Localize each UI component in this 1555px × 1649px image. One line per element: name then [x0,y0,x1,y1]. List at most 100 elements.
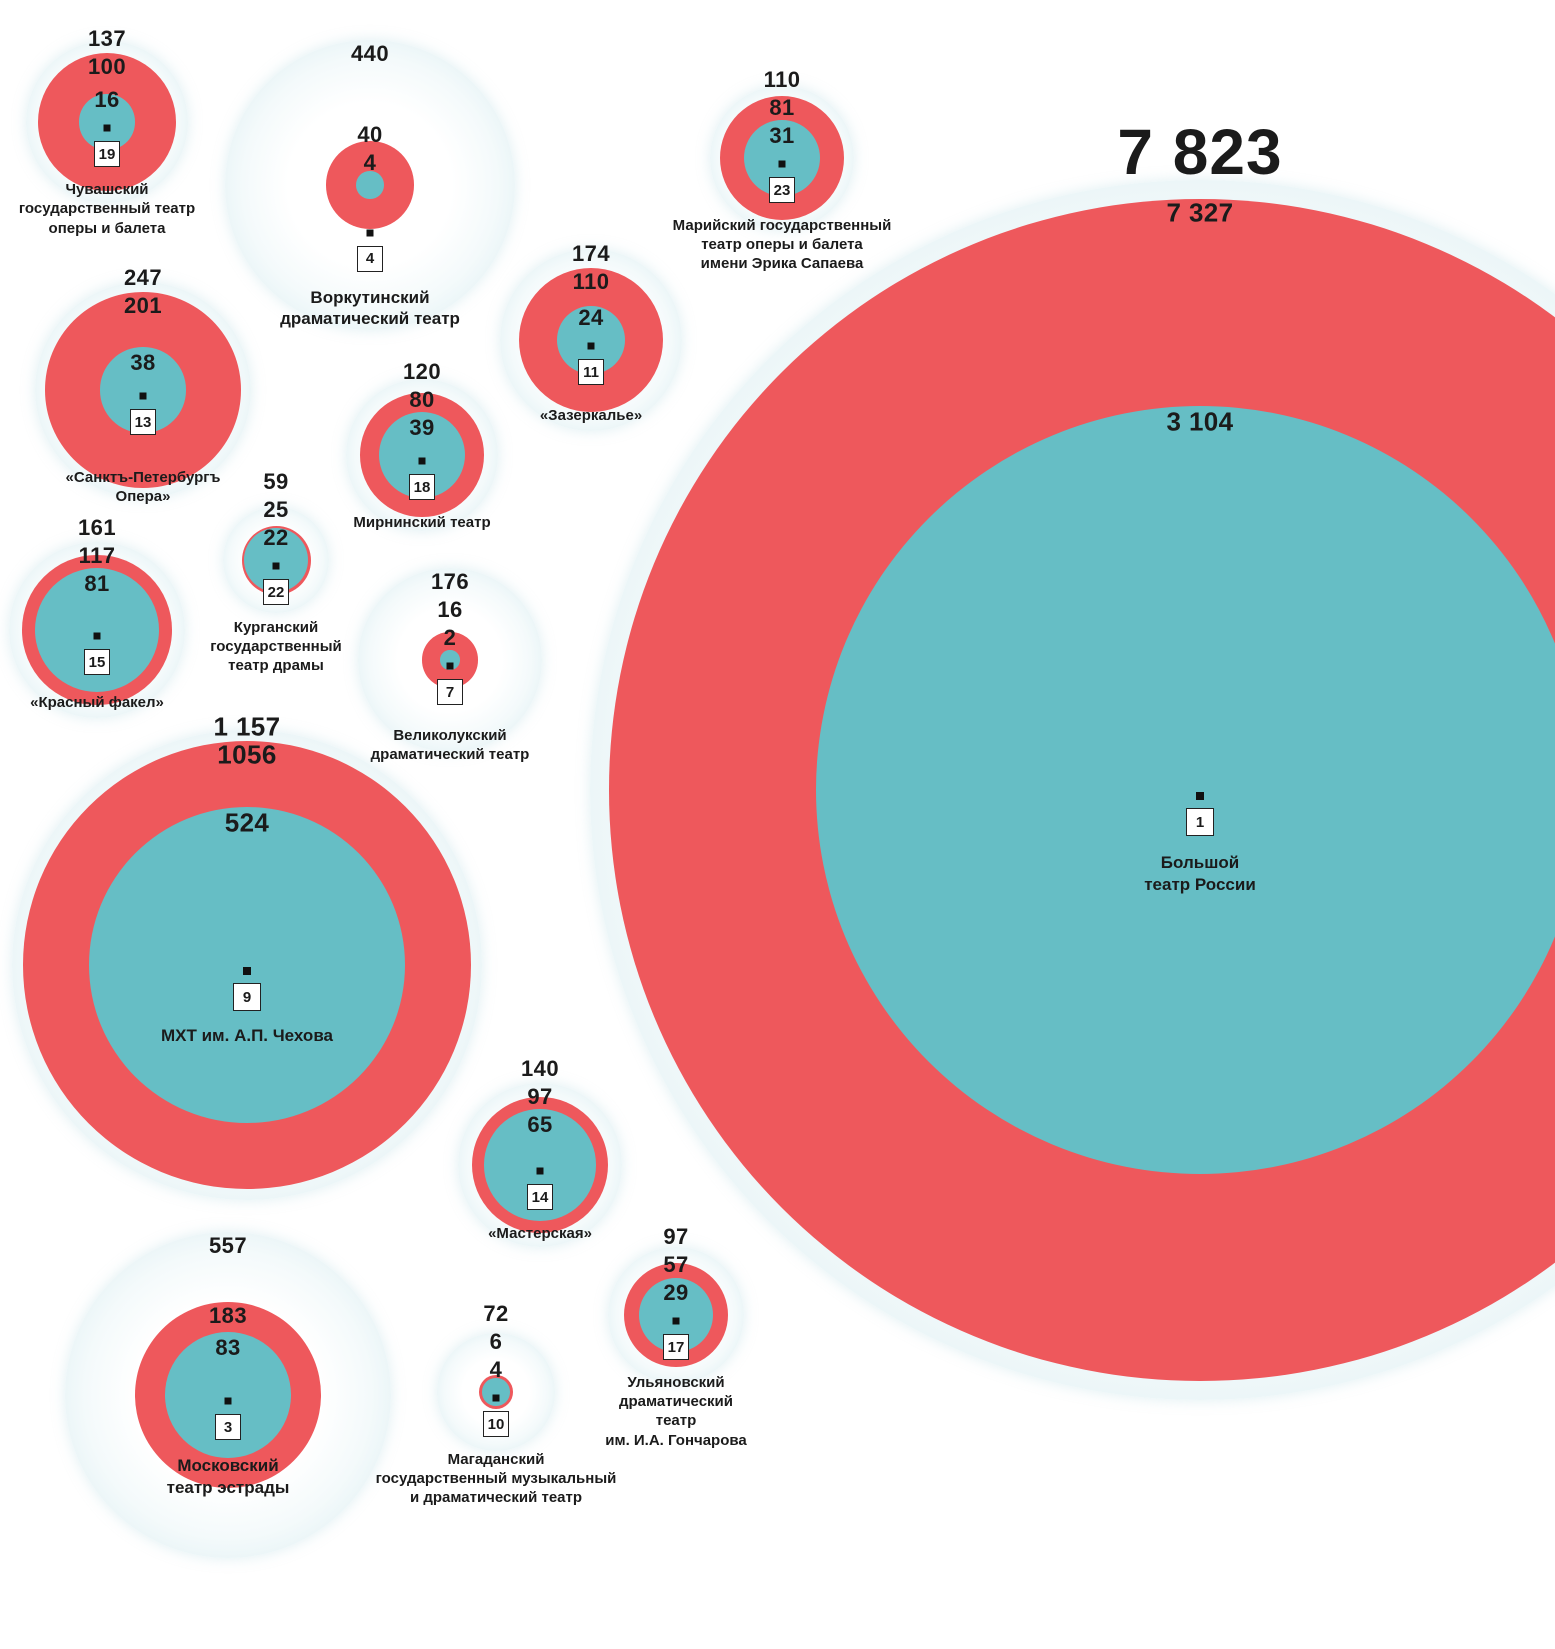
value-mid: 6 [489,1329,503,1354]
value-outer: 161 [78,514,116,540]
theater-label: «Зазеркалье» [540,406,642,425]
theater-label-line: оперы и балета [48,219,166,237]
marker-dot [224,1397,232,1405]
rank-box: 17 [663,1334,689,1360]
bubble-inner-circle [440,650,460,670]
value-mid: 25 [263,497,289,522]
rank-box: 11 [578,359,604,385]
value-inner: 29 [663,1280,689,1305]
theater-label-line: театр оперы и балета [701,236,863,254]
theater-label-line: Великолукский [393,726,507,744]
value-mid: 100 [88,54,126,79]
value-outer: 247 [124,265,162,291]
marker-dot [1196,792,1204,800]
value-outer: 440 [351,41,389,67]
value-inner: 524 [224,807,270,838]
value-outer: 140 [521,1056,559,1082]
rank-box: 7 [437,679,463,705]
marker-dot [243,967,251,975]
marker-dot [272,562,280,570]
theater-label-line: и драматический театр [409,1489,583,1507]
marker-dot [139,392,147,400]
theater-label-line: драматический театр [370,746,530,764]
value-mid: 117 [78,542,116,568]
theater-label-line: государственный театр [18,200,196,218]
bubble-inner-circle [89,807,405,1123]
bubble-inner-circle [79,94,135,150]
value-inner: 31 [769,122,795,148]
rank-box: 9 [233,983,261,1011]
value-mid: 97 [527,1084,553,1110]
value-outer: 110 [763,66,801,92]
theater-label: Московский театр эстрады [167,1455,290,1499]
rank-box: 4 [357,245,383,272]
value-mid: 7 327 [1166,197,1234,228]
value-inner: 4 [489,1357,503,1382]
value-inner: 65 [527,1112,553,1138]
value-inner: 16 [94,87,120,112]
theater-label-line: Чувашский [65,181,149,199]
theater-label-line: драматический театр [280,309,460,329]
theater-label-line: драматический [619,1393,733,1411]
value-mid: 1056 [217,739,277,770]
theater-label-line: «Санктъ-Петербургъ [65,469,221,487]
theater-label-line: театр [655,1412,697,1430]
value-outer: 1 157 [213,711,281,742]
theater-label: «Мастерская» [488,1224,592,1243]
theater-label-line: «Красный факел» [30,694,164,712]
value-outer: 120 [403,358,441,384]
value-mid: 201 [124,293,162,319]
value-mid: 57 [663,1252,689,1277]
rank-box: 23 [769,177,795,203]
marker-dot [366,229,374,237]
theater-label-line: «Мастерская» [488,1224,592,1242]
marker-dot [418,457,426,465]
value-outer: 7 823 [1117,115,1283,188]
marker-dot [492,1394,500,1402]
theater-label-line: МХТ им. А.П. Чехова [160,1026,334,1045]
marker-dot [536,1167,544,1175]
theater-label-line: «Зазеркалье» [539,406,643,424]
value-outer: 137 [88,26,126,51]
bubble-inner-circle [356,171,384,199]
value-inner: 83 [215,1335,241,1361]
value-inner: 4 [363,150,377,175]
value-inner: 38 [130,350,156,376]
theater-label-line: Ульяновский [627,1374,725,1391]
marker-dot [93,632,101,640]
theater-label-line: Мирнинский театр [353,514,491,531]
theater-label-line: Курганский [233,619,319,636]
theater-label: Магаданский государственный музыкальный и … [376,1450,617,1508]
theater-label: МХТ им. А.П. Чехова [161,1025,333,1047]
value-outer: 557 [209,1233,247,1259]
theater-label-line: имени Эрика Сапаева [700,255,864,273]
theater-label-line: театр эстрады [166,1477,290,1497]
theater-label-line: государственный музыкальный [375,1470,617,1488]
theater-label: Большой театр России [1144,852,1256,896]
rank-box: 22 [263,579,289,605]
value-inner: 3 104 [1166,406,1234,437]
marker-dot [672,1317,680,1325]
theater-label-line: Магаданский [447,1451,545,1468]
rank-box: 18 [409,474,435,500]
theater-label-line: им. И.А. Гончарова [605,1431,747,1449]
value-outer: 97 [663,1224,689,1249]
theater-label: Великолукский драматический театр [371,726,530,764]
value-outer: 176 [431,569,469,594]
value-mid: 40 [357,122,383,147]
value-mid: 16 [437,597,463,622]
bubble-inner-circle [815,405,1555,1175]
theater-label: «Санктъ-Петербургъ Опера» [66,468,221,506]
value-outer: 59 [263,469,289,494]
marker-dot [778,160,786,168]
marker-dot [587,342,595,350]
theater-label: Ульяновский драматический театр им. И.А. Го… [605,1373,747,1450]
value-inner: 24 [578,305,604,330]
rank-box: 10 [483,1411,509,1437]
theater-label-line: театр драмы [228,657,324,675]
rank-box: 1 [1186,808,1214,836]
theater-label: Чувашский государственный театр оперы и ба… [19,180,195,238]
theater-label-line: Московский [177,1456,279,1475]
marker-dot [103,124,111,132]
